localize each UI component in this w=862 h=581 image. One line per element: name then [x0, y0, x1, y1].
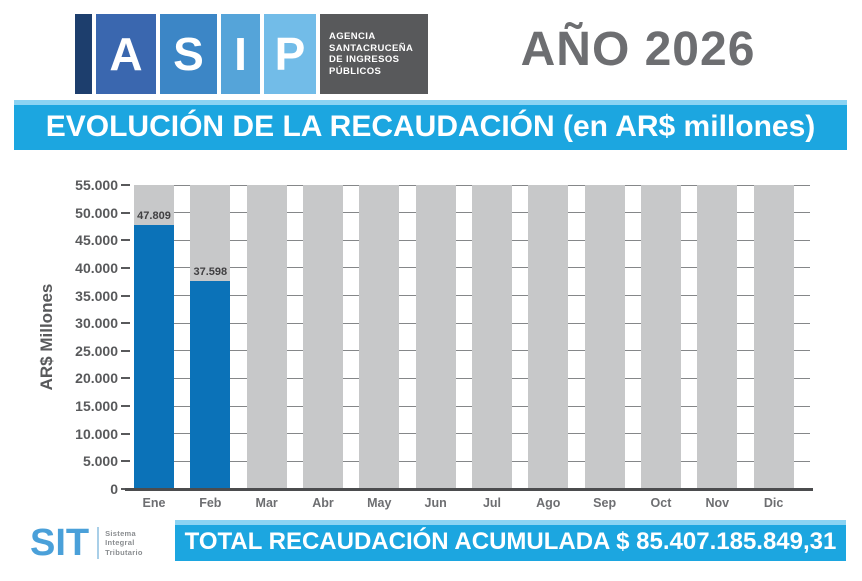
- y-tick-mark: [121, 377, 130, 380]
- month-ghost-column: [640, 185, 681, 489]
- chart-title: EVOLUCIÓN DE LA RECAUDACIÓN (en AR$ mill…: [45, 109, 816, 143]
- asip-logo-block: [75, 14, 92, 94]
- asip-agency-name: AGENCIA SANTACRUCEÑA DE INGRESOS PÚBLICO…: [320, 14, 428, 94]
- month-ghost-column: [302, 185, 343, 489]
- y-tick-mark: [121, 184, 130, 186]
- y-tick-mark: [121, 349, 130, 352]
- y-tick-label: 30.000: [75, 315, 118, 332]
- y-tick-label: 15.000: [75, 398, 118, 415]
- sit-tagline: Sistema Integral Tributario: [105, 529, 143, 558]
- x-tick-label-ago: Ago: [536, 496, 561, 510]
- x-axis-line: [125, 488, 813, 491]
- y-tick-mark: [121, 266, 130, 269]
- month-ghost-column: [471, 185, 512, 489]
- y-tick-label: 55.000: [75, 177, 118, 193]
- y-tick-label: 20.000: [75, 370, 118, 387]
- sit-logo: SIT Sistema Integral Tributario: [30, 524, 143, 562]
- agency-line: PÚBLICOS: [329, 65, 382, 77]
- y-tick-label: 5.000: [82, 453, 118, 470]
- y-tick-mark: [121, 211, 130, 214]
- year-label: AÑO 2026: [520, 23, 756, 76]
- x-tick-label-ene: Ene: [142, 496, 166, 510]
- y-tick-label: 10.000: [75, 425, 118, 442]
- month-ghost-column: [584, 185, 625, 489]
- y-tick-label: 0: [110, 481, 118, 497]
- sit-logo-text: SIT: [30, 522, 90, 564]
- y-tick-label: 50.000: [75, 204, 118, 221]
- sit-tagline-line: Tributario: [105, 547, 143, 557]
- y-tick-label: 40.000: [75, 259, 118, 276]
- agency-line: AGENCIA: [329, 31, 376, 42]
- asip-logo-letter-s: S: [160, 14, 217, 94]
- y-tick-mark: [121, 239, 130, 242]
- y-tick-mark: [121, 294, 130, 297]
- sit-tagline-line: Integral: [105, 538, 135, 548]
- x-tick-label-jun: Jun: [424, 496, 447, 510]
- month-ghost-column: [697, 185, 738, 489]
- y-tick-mark: [121, 460, 130, 463]
- month-ghost-column: [246, 185, 287, 489]
- y-tick-mark: [121, 322, 130, 325]
- sit-tagline-line: Sistema: [105, 528, 136, 538]
- x-tick-label-feb: Feb: [199, 496, 222, 510]
- agency-line: DE INGRESOS: [329, 54, 400, 65]
- y-tick-mark: [121, 432, 130, 435]
- chart-title-banner: EVOLUCIÓN DE LA RECAUDACIÓN (en AR$ mill…: [14, 100, 847, 150]
- total-banner: TOTAL RECAUDACIÓN ACUMULADA $ 85.407.185…: [175, 520, 846, 561]
- total-text: TOTAL RECAUDACIÓN ACUMULADA $ 85.407.185…: [184, 528, 837, 555]
- x-tick-label-abr: Abr: [312, 496, 334, 510]
- sit-logo-divider: [97, 527, 100, 559]
- x-tick-label-sep: Sep: [593, 496, 617, 510]
- bar-feb: [190, 281, 231, 489]
- asip-logo-letter-a: A: [96, 14, 156, 94]
- y-tick-label: 35.000: [75, 287, 118, 304]
- y-tick-label: 25.000: [75, 342, 118, 359]
- x-tick-label-dic: Dic: [763, 496, 784, 510]
- agency-line: SANTACRUCEÑA: [329, 42, 414, 54]
- banner-top-strip: [175, 520, 846, 525]
- y-tick-mark: [121, 405, 130, 408]
- banner-top-strip: [14, 100, 847, 105]
- asip-logo-letter-p: P: [264, 14, 316, 94]
- x-tick-label-jul: Jul: [482, 496, 501, 510]
- plot-area: 47.809 37.598: [134, 184, 810, 489]
- month-ghost-column: [415, 185, 456, 489]
- month-ghost-column: [359, 185, 400, 489]
- x-tick-label-mar: Mar: [255, 496, 278, 510]
- bar-ene: [134, 224, 174, 489]
- x-tick-label-oct: Oct: [650, 496, 672, 510]
- asip-logo-letter-i: I: [221, 14, 260, 94]
- month-ghost-column: [753, 185, 794, 489]
- bar-value-label: 37.598: [193, 266, 228, 279]
- asip-logo: A S I P AGENCIA SANTACRUCEÑA DE INGRESOS…: [75, 14, 428, 94]
- bar-value-label: 47.809: [137, 209, 171, 222]
- y-tick-label: 45.000: [75, 232, 118, 249]
- x-tick-label-nov: Nov: [705, 496, 730, 510]
- x-tick-label-may: May: [367, 496, 392, 510]
- month-ghost-column: [528, 185, 569, 489]
